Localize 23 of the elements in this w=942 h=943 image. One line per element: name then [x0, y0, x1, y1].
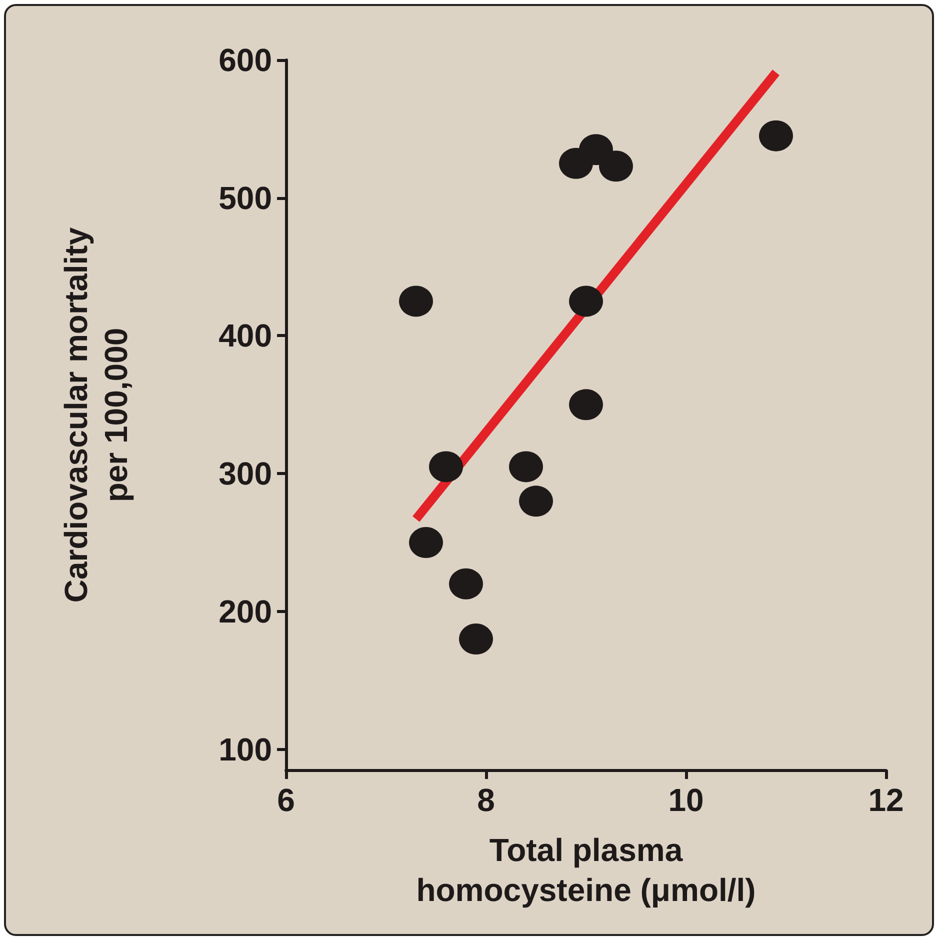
x-tick-label: 12 — [868, 782, 904, 818]
point — [569, 389, 603, 420]
point — [429, 451, 463, 482]
point — [599, 150, 633, 182]
y-tick-label: 200 — [218, 593, 272, 630]
y-tick-label: 600 — [218, 42, 272, 78]
point — [449, 568, 483, 600]
x-axis-title: Total plasma homocysteine (μmol/l) — [416, 832, 756, 908]
x-tick-label: 6 — [277, 782, 295, 818]
y-axis-title: Cardiovascular mortality per 100,000 — [58, 227, 134, 603]
y-tick-label: 300 — [218, 456, 272, 492]
y-tick-label: 100 — [218, 731, 272, 768]
x-tick-label: 8 — [477, 782, 495, 818]
point — [399, 286, 433, 317]
point — [759, 120, 793, 152]
point — [569, 286, 603, 317]
point — [509, 451, 543, 482]
point — [459, 624, 493, 655]
y-tick-label: 500 — [218, 180, 272, 216]
point — [409, 527, 443, 558]
x-tick-label: 10 — [668, 782, 704, 818]
y-tick-label: 400 — [218, 318, 272, 354]
point — [519, 486, 553, 517]
